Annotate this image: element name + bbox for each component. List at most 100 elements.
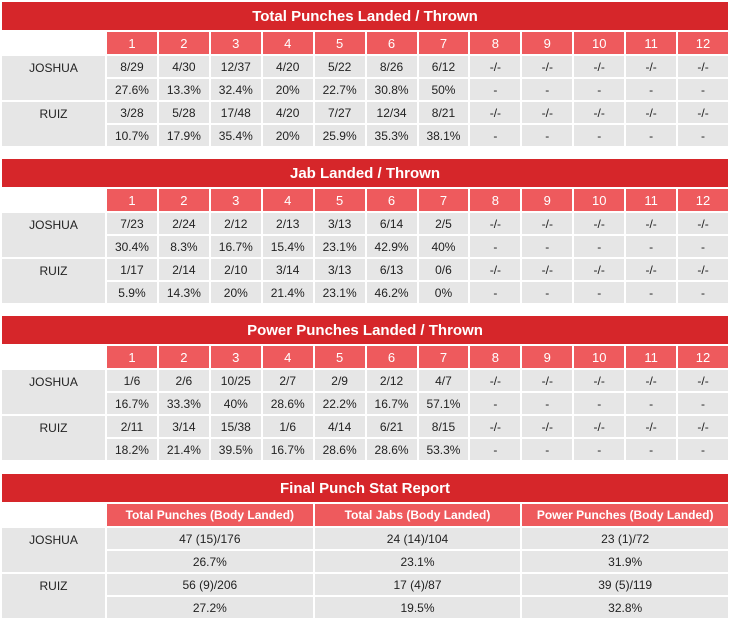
percentage-cell: -	[626, 236, 677, 257]
round-header: 8	[470, 346, 521, 368]
percentage-cell: -	[574, 393, 625, 414]
percentage-cell: -	[522, 393, 573, 414]
percentage-cell: -	[626, 125, 677, 146]
percentage-cell: 0%	[418, 282, 469, 303]
stat-value-cell: 17 (4)/87	[314, 574, 521, 595]
percentage-cell: -	[678, 125, 728, 146]
landed-thrown-cell: -/-	[626, 213, 677, 234]
landed-thrown-cell: 1/6	[262, 416, 313, 437]
landed-thrown-cell: -/-	[470, 102, 521, 123]
percentage-cell: 50%	[418, 79, 469, 100]
landed-thrown-cell: 6/13	[366, 259, 417, 280]
landed-thrown-cell: -/-	[522, 56, 573, 77]
percentage-cell: 53.3%	[418, 439, 469, 460]
landed-thrown-cell: -/-	[626, 416, 677, 437]
landed-thrown-cell: -/-	[522, 416, 573, 437]
percentage-cell: 35.4%	[210, 125, 261, 146]
percentage-cell: -	[678, 393, 728, 414]
round-header: 1	[107, 189, 157, 211]
percentage-cell: 10.7%	[107, 125, 157, 146]
percentage-cell: -	[678, 282, 728, 303]
jab-table: Jab Landed / Thrown 1 2 3 4 5 6 7 8 9 10 11 12 JOSHU…	[2, 159, 728, 303]
percentage-cell: 16.7%	[262, 439, 313, 460]
round-header: 7	[418, 189, 469, 211]
round-header: 3	[210, 346, 261, 368]
landed-thrown-cell: -/-	[626, 102, 677, 123]
landed-thrown-cell: 1/6	[107, 370, 157, 391]
percentage-cell: -	[574, 79, 625, 100]
percentage-cell: 16.7%	[210, 236, 261, 257]
round-header: 3	[210, 189, 261, 211]
percentage-cell: -	[522, 439, 573, 460]
landed-thrown-cell: -/-	[678, 102, 728, 123]
percentage-cell: -	[522, 125, 573, 146]
landed-thrown-cell: 3/13	[314, 259, 365, 280]
percentage-cell: -	[678, 79, 728, 100]
round-header: 4	[262, 189, 313, 211]
percentage-cell: -	[470, 439, 521, 460]
round-header: 9	[522, 189, 573, 211]
percentage-cell: -	[522, 236, 573, 257]
table-title: Total Punches Landed / Thrown	[2, 2, 728, 30]
landed-thrown-cell: 2/11	[107, 416, 157, 437]
round-header: 2	[158, 346, 209, 368]
percentage-cell: 27.6%	[107, 79, 157, 100]
percentage-cell: -	[626, 439, 677, 460]
percentage-cell: 42.9%	[366, 236, 417, 257]
landed-thrown-cell: -/-	[574, 259, 625, 280]
percentage-cell: 38.1%	[418, 125, 469, 146]
fighter-name: RUIZ	[2, 259, 105, 303]
percentage-cell: -	[470, 282, 521, 303]
round-header: 2	[158, 32, 209, 54]
table-grid: 1 2 3 4 5 6 7 8 9 10 11 12 JOSHUA 7/23 2/24 2/12 2/13 3/1…	[2, 187, 728, 303]
landed-thrown-cell: 5/28	[158, 102, 209, 123]
stat-value-cell: 24 (14)/104	[314, 528, 521, 549]
percentage-cell: 25.9%	[314, 125, 365, 146]
percentage-cell: 39.5%	[210, 439, 261, 460]
percentage-cell: 23.1%	[314, 551, 521, 572]
stat-value-cell: 47 (15)/176	[107, 528, 313, 549]
percentage-cell: 26.7%	[107, 551, 313, 572]
landed-thrown-cell: 7/23	[107, 213, 157, 234]
percentage-cell: 23.1%	[314, 282, 365, 303]
round-header: 5	[314, 346, 365, 368]
landed-thrown-cell: 5/22	[314, 56, 365, 77]
landed-thrown-cell: 2/6	[158, 370, 209, 391]
percentage-cell: 31.9%	[522, 551, 728, 572]
fighter-name: JOSHUA	[2, 213, 105, 257]
percentage-cell: -	[626, 79, 677, 100]
landed-thrown-cell: 6/21	[366, 416, 417, 437]
round-header: 7	[418, 346, 469, 368]
percentage-cell: 15.4%	[262, 236, 313, 257]
landed-thrown-cell: -/-	[678, 213, 728, 234]
percentage-cell: -	[574, 236, 625, 257]
stat-value-cell: 23 (1)/72	[522, 528, 728, 549]
landed-thrown-cell: 4/7	[418, 370, 469, 391]
landed-thrown-cell: -/-	[626, 56, 677, 77]
landed-thrown-cell: -/-	[522, 370, 573, 391]
landed-thrown-cell: 2/14	[158, 259, 209, 280]
percentage-cell: -	[470, 393, 521, 414]
landed-thrown-cell: 4/14	[314, 416, 365, 437]
percentage-cell: 16.7%	[107, 393, 157, 414]
round-header: 11	[626, 189, 677, 211]
landed-thrown-cell: 8/15	[418, 416, 469, 437]
percentage-cell: 28.6%	[314, 439, 365, 460]
landed-thrown-cell: -/-	[574, 416, 625, 437]
percentage-cell: 16.7%	[366, 393, 417, 414]
landed-thrown-cell: 2/10	[210, 259, 261, 280]
landed-thrown-cell: 15/38	[210, 416, 261, 437]
percentage-cell: 20%	[210, 282, 261, 303]
round-header: 12	[678, 32, 728, 54]
percentage-cell: 28.6%	[262, 393, 313, 414]
round-header: 10	[574, 32, 625, 54]
percentage-cell: 32.4%	[210, 79, 261, 100]
round-header: 8	[470, 189, 521, 211]
table-grid: 1 2 3 4 5 6 7 8 9 10 11 12 JOSHUA 8/29 4/30 12/37 4/20 5/…	[2, 30, 728, 146]
landed-thrown-cell: 4/20	[262, 56, 313, 77]
landed-thrown-cell: -/-	[470, 56, 521, 77]
percentage-cell: 21.4%	[158, 439, 209, 460]
round-header: 12	[678, 189, 728, 211]
percentage-cell: -	[626, 282, 677, 303]
